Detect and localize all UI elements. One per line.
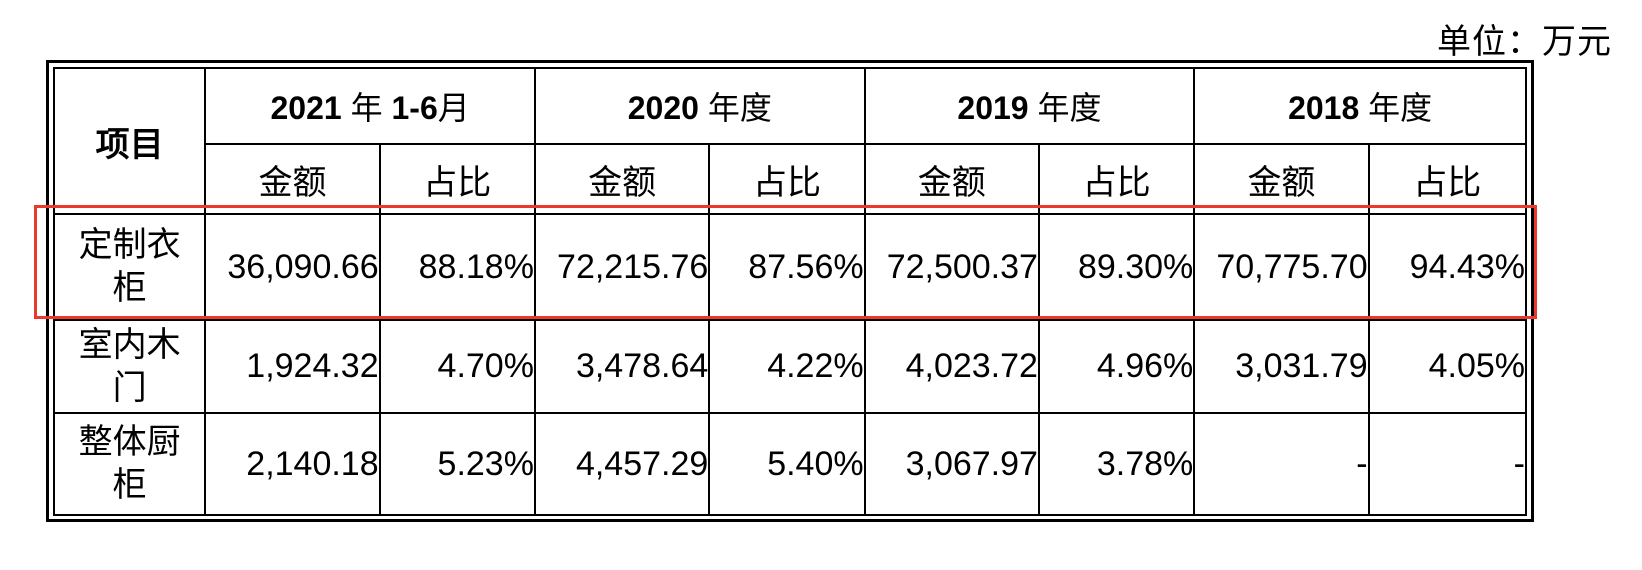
period-year: 2020 [627, 90, 699, 126]
period-header-2020: 2020 年度 [533, 67, 866, 145]
ratio-cell: 3.78% [1037, 412, 1196, 516]
ratio-cell: 4.70% [378, 319, 536, 414]
table-row: 整体厨柜 2,140.18 5.23% 4,457.29 5.40% 3,067… [52, 412, 1528, 516]
ratio-cell: 88.18% [378, 213, 536, 321]
amount-cell: 3,067.97 [863, 412, 1040, 516]
unit-label: 单位：万元 [1437, 22, 1612, 62]
amount-header: 金额 [204, 143, 381, 215]
amount-header: 金额 [533, 143, 711, 215]
ratio-cell: 4.22% [708, 319, 866, 414]
ratio-header: 占比 [1367, 143, 1528, 215]
period-extra: 1-6 [391, 90, 438, 126]
amount-cell: 72,500.37 [863, 213, 1040, 321]
amount-cell: - [1193, 412, 1370, 516]
table-row: 定制衣柜 36,090.66 88.18% 72,215.76 87.56% 7… [52, 213, 1528, 321]
row-label: 定制衣柜 [52, 213, 207, 321]
amount-cell: 36,090.66 [204, 213, 381, 321]
period-suffix: 年度 [1037, 89, 1102, 127]
amount-header: 金额 [1193, 143, 1370, 215]
period-suffix: 年度 [1368, 89, 1433, 127]
period-year: 2021 [270, 90, 342, 126]
amount-header: 金额 [863, 143, 1040, 215]
amount-cell: 4,023.72 [863, 319, 1040, 414]
period-header-2018: 2018 年度 [1193, 67, 1527, 145]
item-column-header: 项目 [52, 67, 207, 215]
ratio-cell: 94.43% [1367, 213, 1528, 321]
header-row-subheaders: 金额 占比 金额 占比 金额 占比 金额 占比 [54, 143, 1528, 215]
amount-cell: 2,140.18 [204, 412, 381, 516]
period-suffix: 年 [350, 89, 383, 127]
ratio-header: 占比 [708, 143, 866, 215]
row-label: 室内木门 [52, 319, 207, 414]
row-label: 整体厨柜 [52, 412, 207, 516]
period-year: 2018 [1288, 90, 1360, 126]
amount-cell: 3,031.79 [1193, 319, 1370, 414]
ratio-cell: 5.40% [708, 412, 866, 516]
table-row: 室内木门 1,924.32 4.70% 3,478.64 4.22% 4,023… [52, 319, 1528, 414]
period-extra-suffix: 月 [437, 89, 470, 127]
ratio-header: 占比 [378, 143, 536, 215]
amount-cell: 4,457.29 [533, 412, 711, 516]
ratio-cell: 5.23% [378, 412, 536, 516]
data-table-frame: 项目 2021 年 1-6月 2020 年度 2019 年度 2018 年度 金… [46, 60, 1534, 522]
header-row-periods: 项目 2021 年 1-6月 2020 年度 2019 年度 2018 年度 [52, 67, 1527, 215]
ratio-cell: 89.30% [1037, 213, 1196, 321]
ratio-header: 占比 [1037, 143, 1196, 215]
ratio-cell: 4.05% [1367, 319, 1528, 414]
period-header-2021: 2021 年 1-6月 [204, 67, 536, 145]
period-suffix: 年度 [707, 89, 772, 127]
period-header-2019: 2019 年度 [863, 67, 1196, 145]
amount-cell: 1,924.32 [204, 319, 381, 414]
amount-cell: 70,775.70 [1193, 213, 1370, 321]
data-table: 项目 2021 年 1-6月 2020 年度 2019 年度 2018 年度 金… [52, 67, 1528, 516]
ratio-cell: 4.96% [1037, 319, 1196, 414]
amount-cell: 72,215.76 [533, 213, 711, 321]
amount-cell: 3,478.64 [533, 319, 711, 414]
period-year: 2019 [957, 90, 1029, 126]
ratio-cell: - [1367, 412, 1528, 516]
ratio-cell: 87.56% [708, 213, 866, 321]
